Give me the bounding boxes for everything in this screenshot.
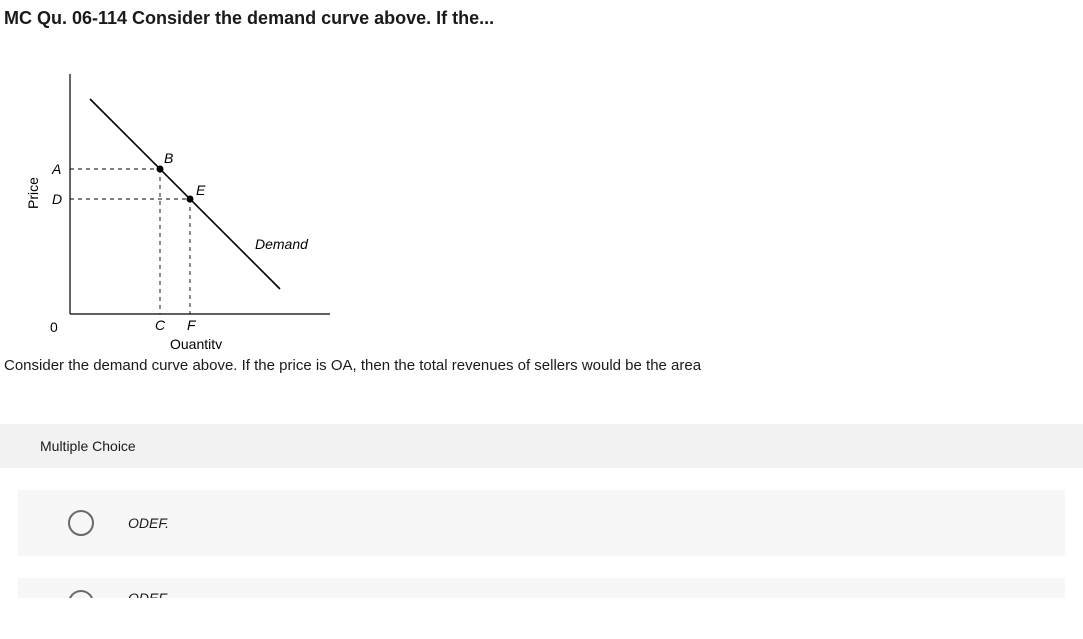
svg-text:A: A [51,161,61,177]
svg-text:Demand: Demand [255,236,309,252]
radio-icon[interactable] [68,510,94,536]
choice-label: ODEF. [128,515,169,531]
radio-icon[interactable] [68,590,94,598]
svg-text:B: B [164,150,173,166]
svg-text:C: C [155,317,166,333]
svg-text:D: D [52,191,62,207]
svg-text:Quantity: Quantity [170,336,222,349]
question-text: Consider the demand curve above. If the … [0,357,1083,374]
svg-text:E: E [196,182,206,198]
demand-chart: 0 Price Quantity B E AD C F Demand [20,59,360,349]
multiple-choice-header: Multiple Choice [0,424,1083,468]
svg-text:Price: Price [25,177,41,209]
choice-label: ODEF. [128,590,169,598]
choice-option[interactable]: ODEF. [18,578,1065,598]
choice-option[interactable]: ODEF. [18,490,1065,556]
svg-text:0: 0 [50,319,58,335]
svg-text:F: F [187,317,197,333]
question-title: MC Qu. 06-114 Consider the demand curve … [0,0,1083,29]
